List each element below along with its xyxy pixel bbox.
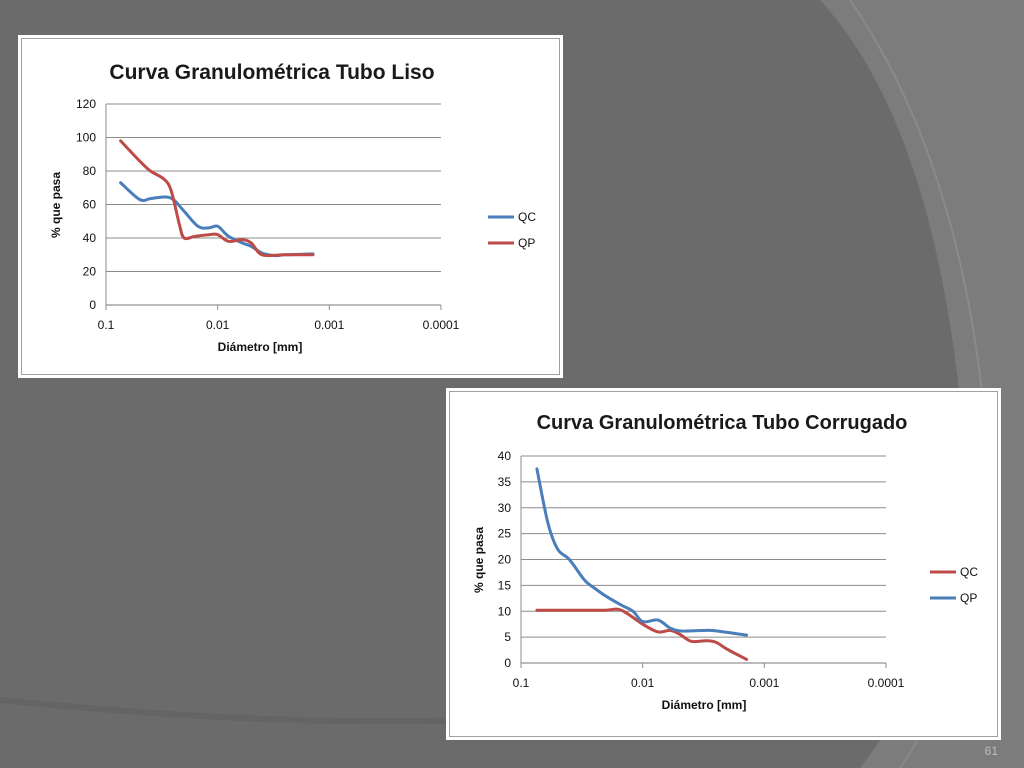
- x-axis-label: Diámetro [mm]: [218, 340, 303, 354]
- y-tick-label: 40: [83, 231, 97, 245]
- series-lines: [119, 139, 315, 258]
- y-tick-label: 25: [498, 527, 512, 541]
- x-tick-labels: 0.1 0.01 0.001 0.0001: [513, 676, 905, 690]
- y-tick-labels: 0 20 40 60 80 100 120: [76, 97, 96, 312]
- chart-panel-liso: Curva Granulométrica Tubo Liso 0 20 40 60 80…: [21, 38, 560, 375]
- y-tick-label: 15: [498, 578, 512, 592]
- y-tick-label: 40: [498, 449, 512, 463]
- y-gridlines: [105, 103, 442, 310]
- slide-number: 61: [984, 744, 998, 758]
- series-line-qp: [535, 467, 749, 637]
- chart-panel-corrugado: Curva Granulométrica Tubo Corrugado 0 5 10…: [449, 391, 998, 737]
- x-tick-label: 0.001: [749, 676, 779, 690]
- x-tick-label: 0.0001: [868, 676, 905, 690]
- x-tick-label: 0.01: [206, 318, 230, 332]
- chart-title: Curva Granulométrica Tubo Corrugado: [537, 412, 908, 434]
- legend-label-qp: QP: [518, 236, 535, 250]
- y-tick-label: 100: [76, 131, 96, 145]
- chart-title: Curva Granulométrica Tubo Liso: [109, 61, 434, 84]
- y-axis-label: % que pasa: [472, 527, 486, 593]
- y-tick-label: 0: [504, 656, 511, 670]
- legend-label-qc: QC: [960, 565, 978, 579]
- legend: QC QP: [488, 210, 536, 250]
- y-axis-label: % que pasa: [49, 172, 63, 238]
- y-tick-label: 20: [498, 553, 512, 567]
- y-gridlines: [520, 455, 887, 668]
- y-tick-label: 30: [498, 501, 512, 515]
- y-tick-label: 20: [83, 265, 97, 279]
- y-tick-label: 5: [504, 630, 511, 644]
- y-tick-label: 0: [89, 298, 96, 312]
- series-lines: [535, 467, 749, 661]
- chart-liso: Curva Granulométrica Tubo Liso 0 20 40 60 80…: [49, 61, 536, 354]
- legend-label-qc: QC: [518, 210, 536, 224]
- y-tick-label: 60: [83, 198, 97, 212]
- series-line-qc: [535, 607, 749, 661]
- x-tick-label: 0.0001: [423, 318, 460, 332]
- x-tick-label: 0.01: [631, 676, 655, 690]
- x-tick-label: 0.001: [314, 318, 344, 332]
- y-tick-label: 10: [498, 604, 512, 618]
- x-tick-label: 0.1: [513, 676, 530, 690]
- y-tick-label: 35: [498, 475, 512, 489]
- chart-corrugado: Curva Granulométrica Tubo Corrugado 0 5 10…: [472, 412, 978, 712]
- y-tick-label: 120: [76, 97, 96, 111]
- x-tick-labels: 0.1 0.01 0.001 0.0001: [98, 318, 460, 332]
- series-line-qp: [119, 139, 315, 258]
- series-line-qc: [119, 181, 315, 258]
- legend-label-qp: QP: [960, 591, 977, 605]
- x-tick-label: 0.1: [98, 318, 115, 332]
- x-axis-label: Diámetro [mm]: [662, 698, 747, 712]
- y-tick-labels: 0 5 10 15 20 25 30 35 40: [498, 449, 512, 670]
- y-tick-label: 80: [83, 164, 97, 178]
- legend: QC QP: [930, 565, 978, 605]
